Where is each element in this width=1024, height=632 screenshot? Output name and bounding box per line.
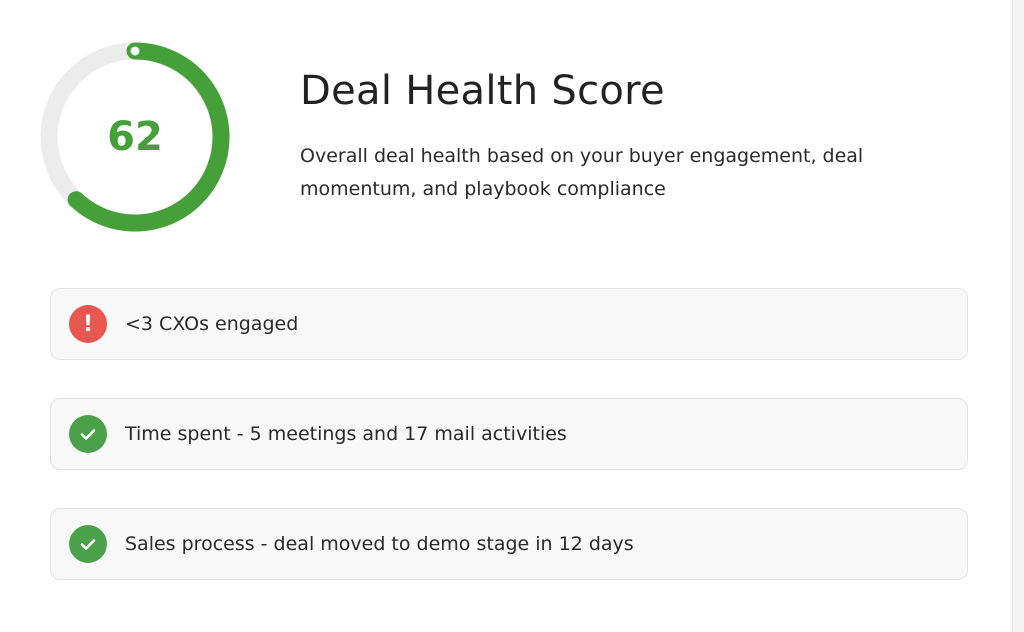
score-ring [40, 42, 230, 232]
exclamation-icon: ! [69, 305, 107, 343]
score-value: 62 [107, 114, 163, 160]
score-arc [67, 42, 230, 232]
page-description: Overall deal health based on your buyer … [300, 145, 864, 200]
page-title: Deal Health Score [300, 68, 665, 114]
list-item-text: <3 CXOs engaged [125, 313, 299, 335]
score-gauge: 62 [30, 32, 240, 242]
check-icon [69, 525, 107, 563]
score-knob [128, 44, 142, 58]
list-item-time-spent: Time spent - 5 meetings and 17 mail acti… [50, 398, 968, 470]
list-item-sales-process: Sales process - deal moved to demo stage… [50, 508, 968, 580]
list-item-text: Sales process - deal moved to demo stage… [125, 533, 634, 555]
check-icon [69, 415, 107, 453]
list-item-text: Time spent - 5 meetings and 17 mail acti… [125, 423, 567, 445]
list-item-cxo: ! <3 CXOs engaged [50, 288, 968, 360]
